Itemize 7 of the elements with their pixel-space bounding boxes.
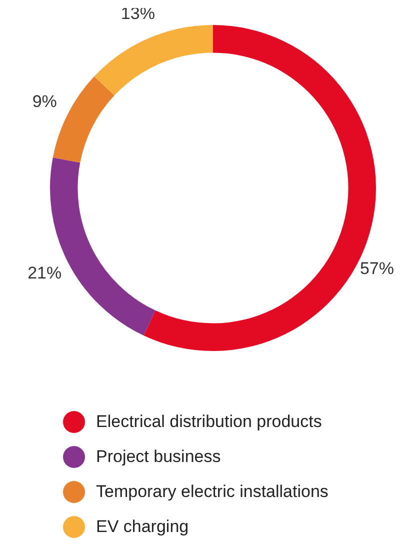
legend-label: Project business — [96, 446, 221, 466]
data-label: 21% — [28, 263, 62, 282]
data-label: 57% — [360, 258, 394, 278]
legend-label: Temporary electric installations — [96, 482, 328, 502]
legend-label: Electrical distribution products — [96, 412, 322, 432]
data-label: 9% — [32, 92, 57, 111]
legend-label: EV charging — [96, 516, 189, 536]
